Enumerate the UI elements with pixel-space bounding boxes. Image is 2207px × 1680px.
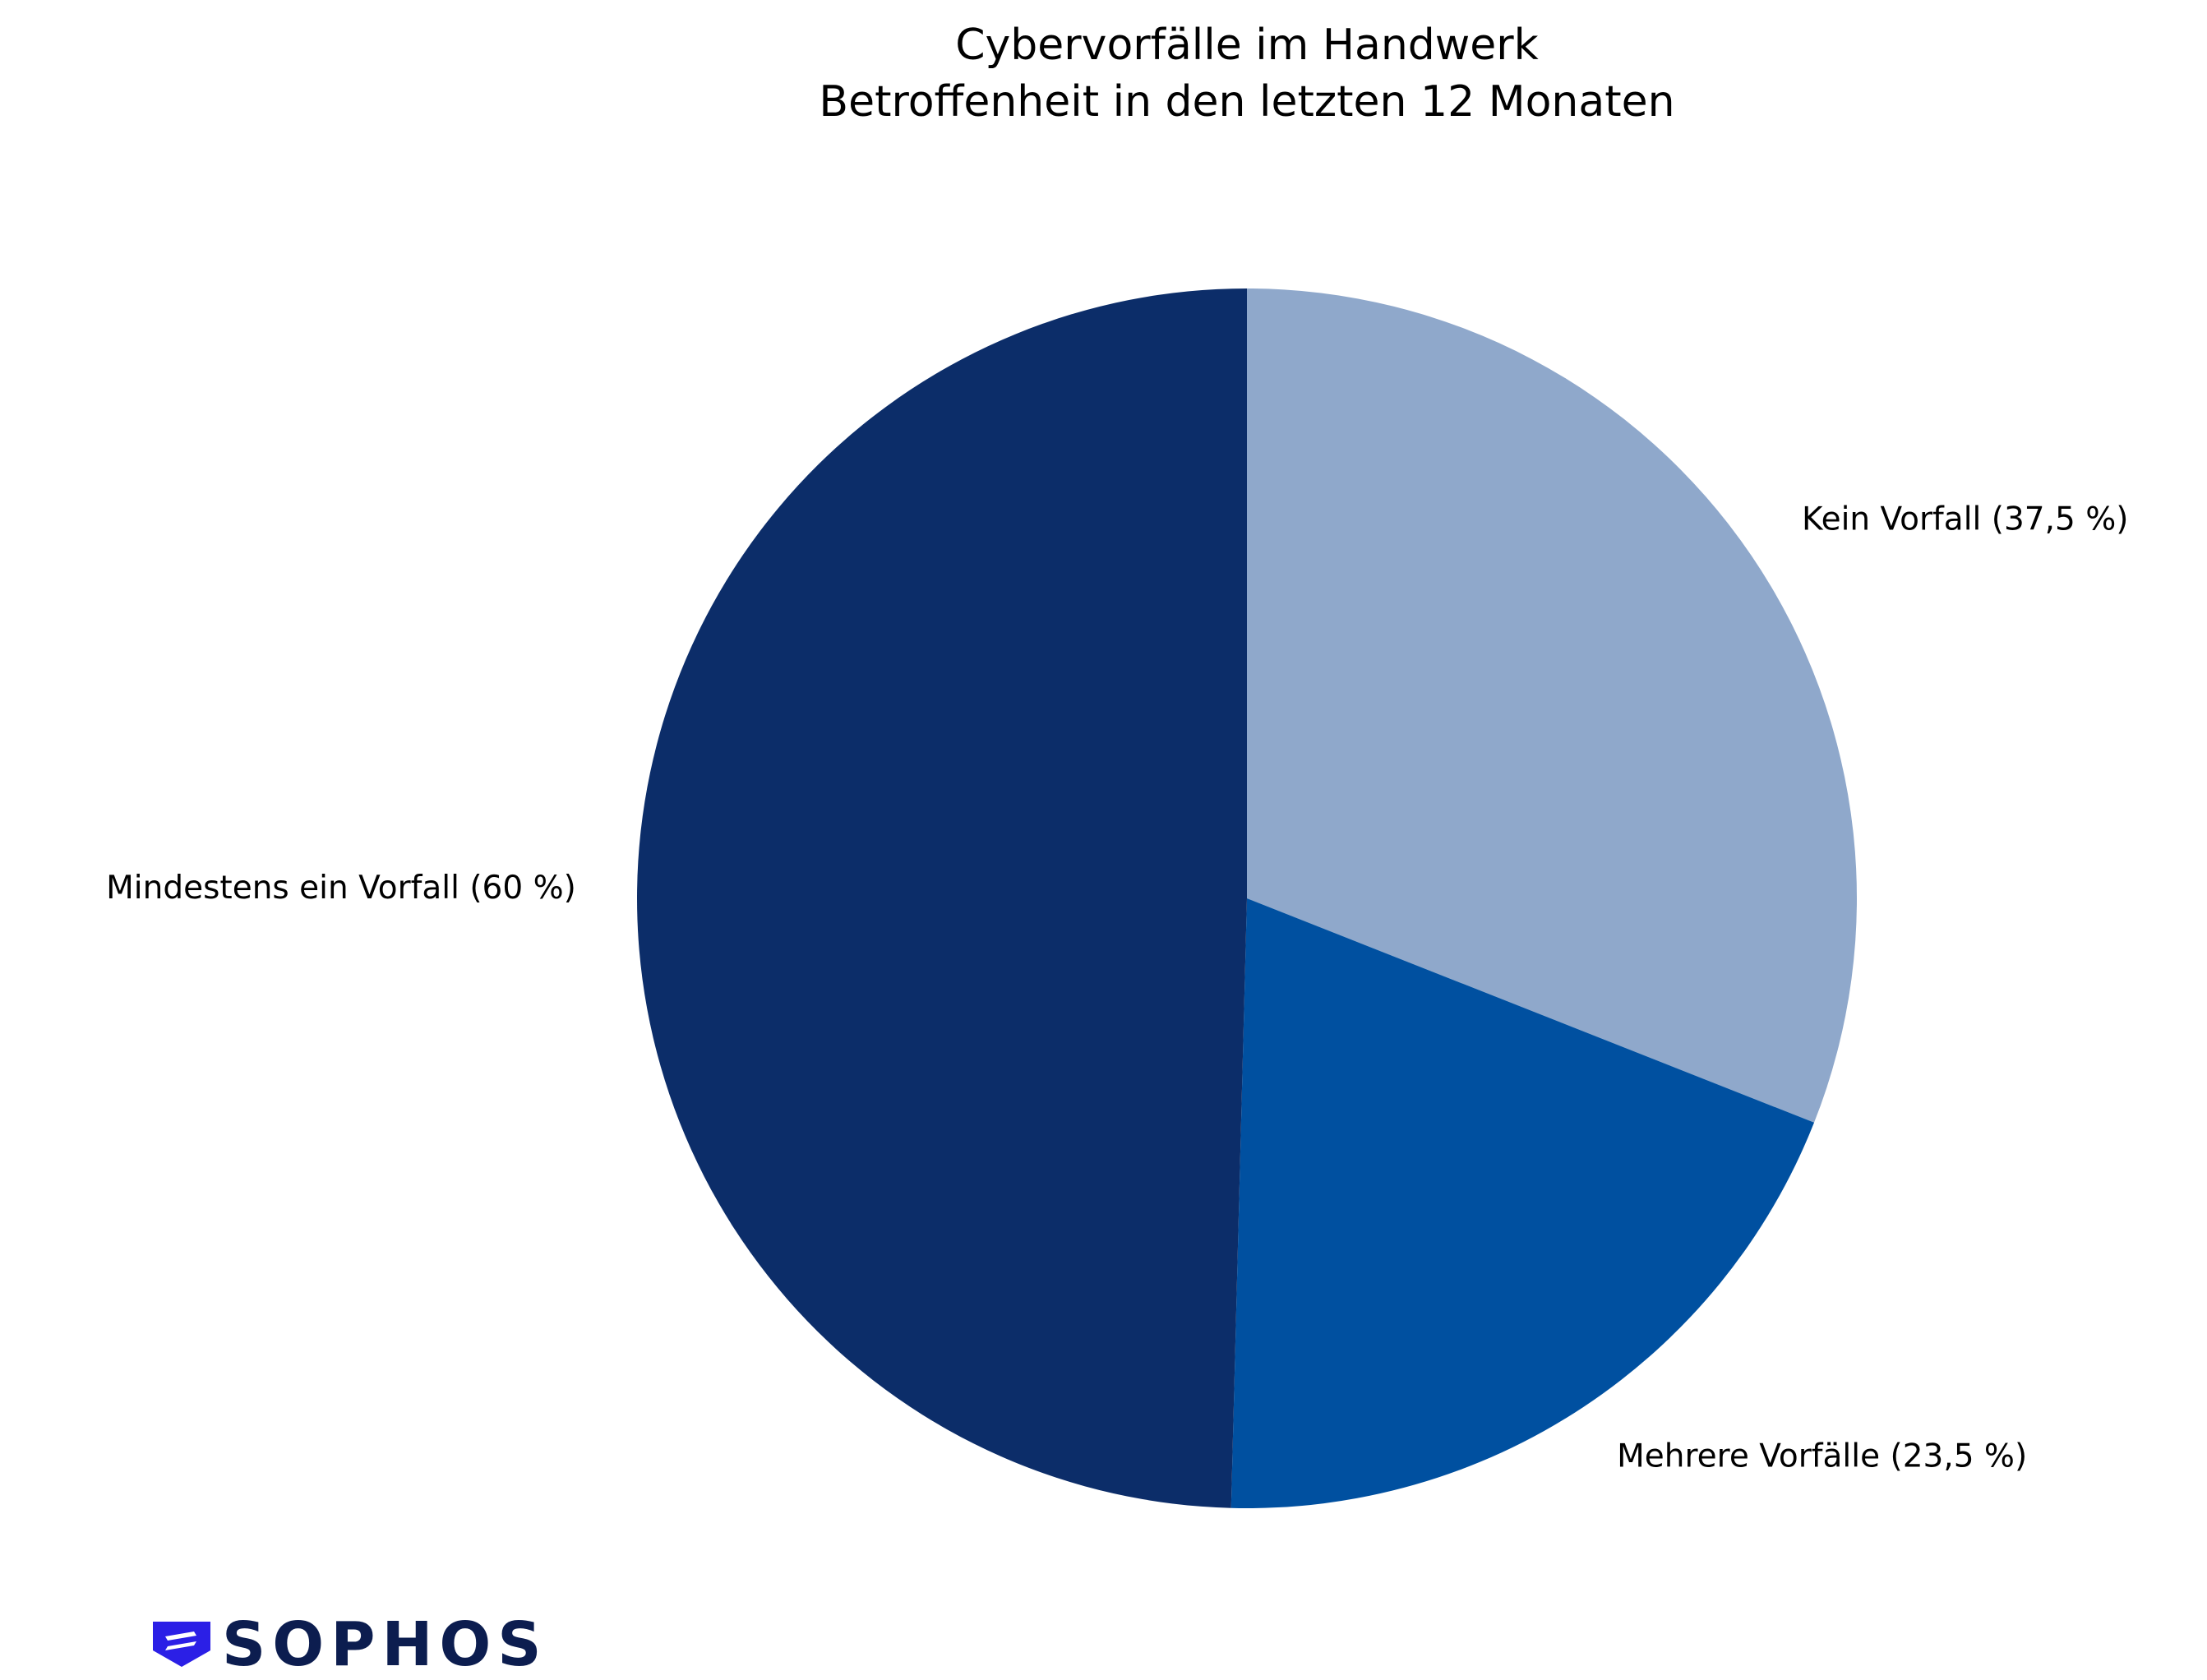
pie-slice-2 [1230, 898, 1815, 1508]
logo-text: SOPHOS [222, 1609, 548, 1680]
sophos-shield-icon [153, 1622, 210, 1667]
slice-label-2: Mehrere Vorfälle (23,5 %) [1617, 1438, 2027, 1475]
chart-subtitle: Betroffenheit in den letzten 12 Monaten [819, 77, 1674, 127]
chart-title: Cybervorfälle im Handwerk [955, 21, 1539, 70]
pie-slices [637, 288, 1857, 1508]
pie-slice-3 [637, 288, 1247, 1508]
slice-label-3: Mindestens ein Vorfall (60 %) [106, 870, 576, 907]
pie-slice-1 [1247, 288, 1857, 1123]
sophos-logo: SOPHOS [153, 1609, 548, 1680]
slice-label-1: Kein Vorfall (37,5 %) [1802, 501, 2129, 538]
pie-labels: Kein Vorfall (37,5 %) Mehrere Vorfälle (2… [106, 501, 2128, 1475]
